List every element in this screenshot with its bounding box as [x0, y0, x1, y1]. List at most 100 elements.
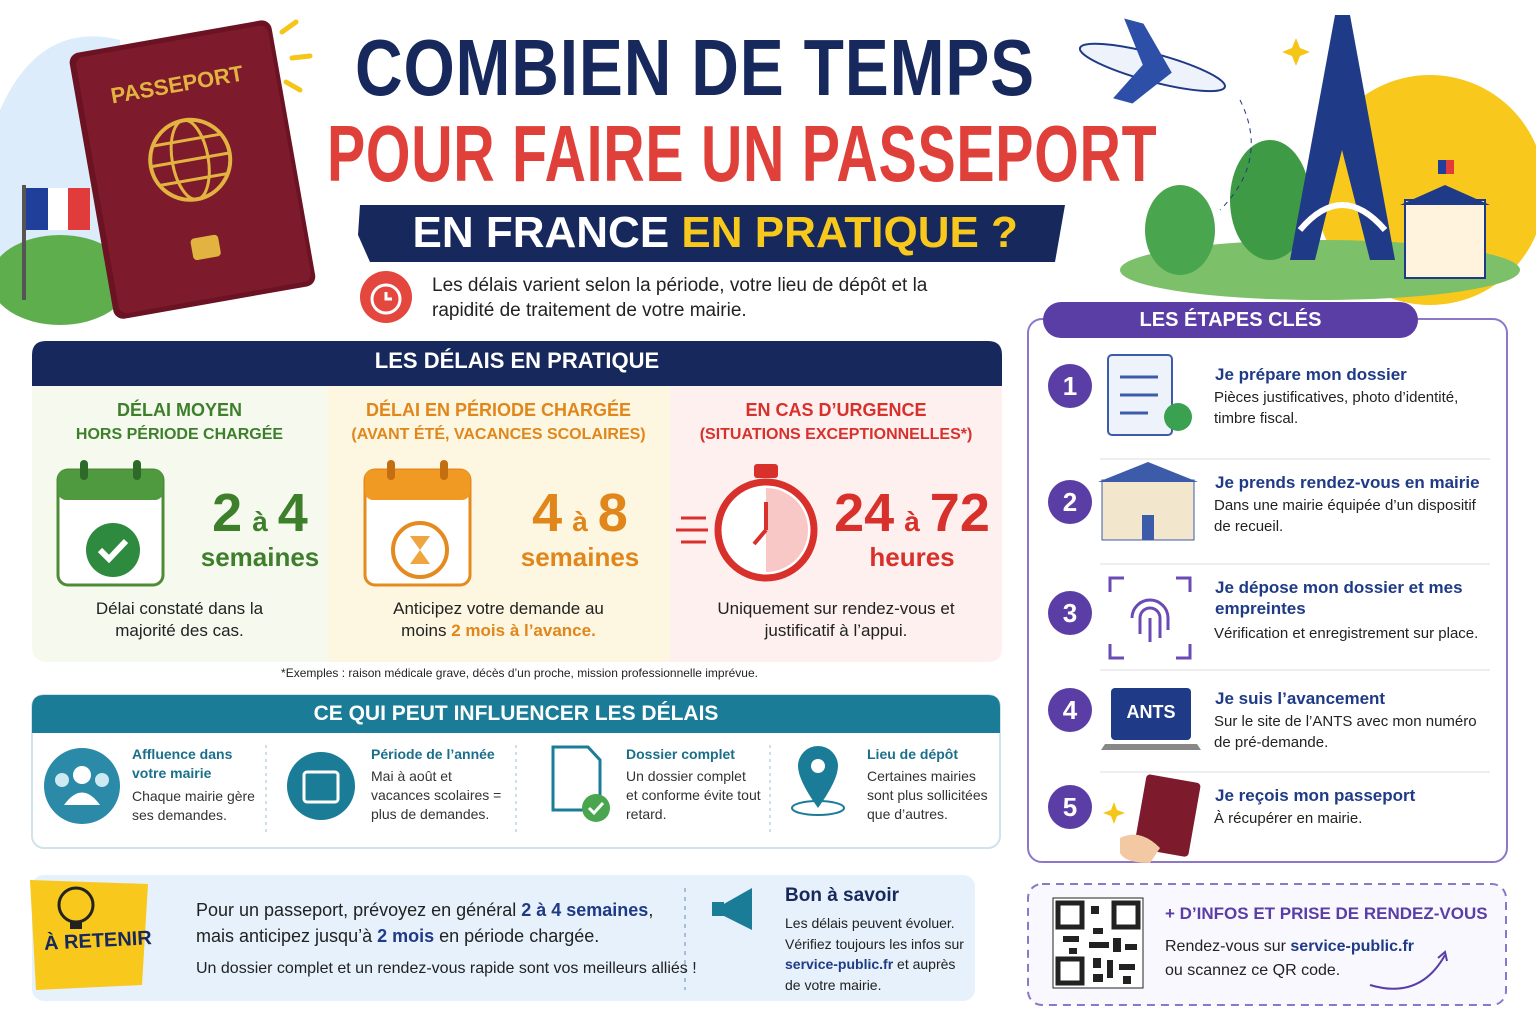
text-part: Anticipez votre demande au moins: [393, 599, 604, 640]
text-part: Pour un passeport, prévoyez en général: [196, 900, 522, 920]
decor-path: [752, 502, 768, 546]
decor-path: [1120, 834, 1160, 863]
decor-path: [265, 745, 771, 832]
decor-g: [56, 460, 165, 587]
decor-path: [32, 695, 1000, 733]
step-text: À récupérer en mairie.: [1214, 810, 1363, 827]
text-part: mais anticipez jusqu’à: [196, 926, 378, 946]
step-number: 3: [1048, 591, 1092, 635]
remember-line: Pour un passeport, prévoyez en général 2…: [196, 900, 653, 921]
factor-title: Période de l’année: [371, 746, 495, 762]
decor-g: [1103, 774, 1201, 863]
card-heading: DÉLAI EN PÉRIODE CHARGÉE: [365, 400, 632, 420]
info-title: + D’INFOS ET PRISE DE RENDEZ-VOUS: [1165, 904, 1488, 923]
value-to: 8: [597, 483, 628, 543]
text-part: et auprès de votre mairie.: [785, 956, 956, 993]
decor-circle: [811, 759, 825, 773]
decor-rect: [1055, 900, 1085, 930]
title-line-1: COMBIEN DE TEMPS: [355, 23, 1035, 112]
decor-path: [1101, 744, 1201, 750]
value-sep: à: [252, 506, 268, 537]
text-part: 2 à 4 semaines: [521, 900, 649, 920]
decor-circle: [287, 752, 355, 820]
decor-rect: [70, 921, 82, 929]
card-heading: (AVANT ÉTÉ, VACANCES SCOLAIRES): [351, 426, 646, 443]
factor-title: Lieu de dépôt: [867, 746, 958, 762]
step-text: Vérification et enregistrement sur place…: [1214, 625, 1479, 642]
decor-line: [153, 132, 221, 148]
decor-rect: [68, 188, 90, 230]
text-part: 2 mois à l’avance.: [451, 621, 596, 640]
good-to-know-title: Bon à savoir: [785, 885, 900, 906]
section-title: CE QUI PEUT INFLUENCER LES DÉLAIS: [313, 702, 719, 725]
decor-line: [159, 172, 228, 187]
value-to: 4: [277, 483, 308, 543]
decor-rect: [1027, 883, 1507, 1006]
decor-circle: [55, 773, 69, 787]
decor-circle: [391, 521, 449, 579]
decor-rect: [26, 188, 48, 230]
value-unit: semaines: [200, 542, 320, 572]
decor-path: [410, 536, 430, 564]
step-title: Je prépare mon dossier: [1215, 365, 1407, 384]
text-part: Rendez-vous sur: [1165, 938, 1291, 955]
decor-circle: [370, 283, 402, 315]
decor-line: [150, 151, 230, 169]
decor-path: [1369, 954, 1446, 990]
factor-text: Certaines mairies sont plus sollicitées …: [867, 768, 988, 822]
decor-path: [1290, 15, 1395, 260]
decor-rect: [76, 25, 311, 314]
decor-rect: [1111, 688, 1191, 740]
decor-circle: [582, 794, 610, 822]
decor-rect: [1055, 956, 1085, 986]
decor-rect: [387, 460, 395, 480]
decor-ellipse: [791, 800, 845, 816]
decor-path: [676, 516, 708, 544]
decor-path: [97, 538, 129, 564]
step-number: 4: [1048, 688, 1092, 732]
decor-path: [1130, 598, 1170, 642]
title-line-2: POUR FAIRE UN PASSEPORT: [327, 109, 1158, 198]
factor-text: Chaque mairie gère ses demandes.: [132, 788, 255, 823]
decor-g: [1107, 354, 1192, 436]
passport-label: PASSEPORT: [108, 60, 246, 109]
decor-rect: [80, 460, 88, 480]
value-unit: semaines: [520, 542, 640, 572]
value-from: 2: [212, 483, 243, 543]
remember-line: Un dossier complet et un rendez-vous rap…: [196, 960, 697, 977]
intro: Les délais varient selon la période, vot…: [432, 275, 928, 321]
value-unit: heures: [869, 542, 955, 572]
decor-g: [69, 20, 316, 319]
decor-path: [587, 801, 605, 816]
decor-path: [551, 745, 602, 812]
decor-rect: [1142, 515, 1154, 540]
decor-ellipse: [1230, 140, 1310, 260]
decor-g: [363, 460, 472, 587]
decor-ellipse: [1145, 185, 1215, 275]
text-part: service-public.fr: [1290, 938, 1414, 955]
text-part: Délai constaté dans la majorité des cas.: [95, 599, 264, 640]
step-title: Je suis l’avancement: [1215, 689, 1386, 708]
decor-rect: [1404, 199, 1486, 279]
card-heading: HORS PÉRIODE CHARGÉE: [75, 426, 284, 443]
decor-path: [1400, 185, 1490, 205]
decor-circle: [86, 523, 140, 577]
value-from: 4: [532, 483, 563, 543]
text-part: EN FRANCE: [412, 208, 682, 257]
decor-g: [1108, 576, 1192, 660]
laptop-label: ANTS: [1126, 702, 1176, 722]
decor-rect: [754, 464, 778, 478]
decor-rect: [190, 234, 221, 261]
decor-path: [670, 386, 1002, 662]
decor-path: [766, 488, 808, 572]
value-to: 72: [929, 483, 990, 543]
decor-path: [384, 292, 392, 301]
ribbon-text: EN FRANCE EN PRATIQUE ?: [413, 208, 1018, 258]
value-sep: à: [904, 506, 920, 537]
decor-path: [64, 792, 100, 805]
factor-text: Mai à août et vacances scolaires = plus …: [371, 768, 502, 822]
decor-rect: [1043, 302, 1418, 338]
